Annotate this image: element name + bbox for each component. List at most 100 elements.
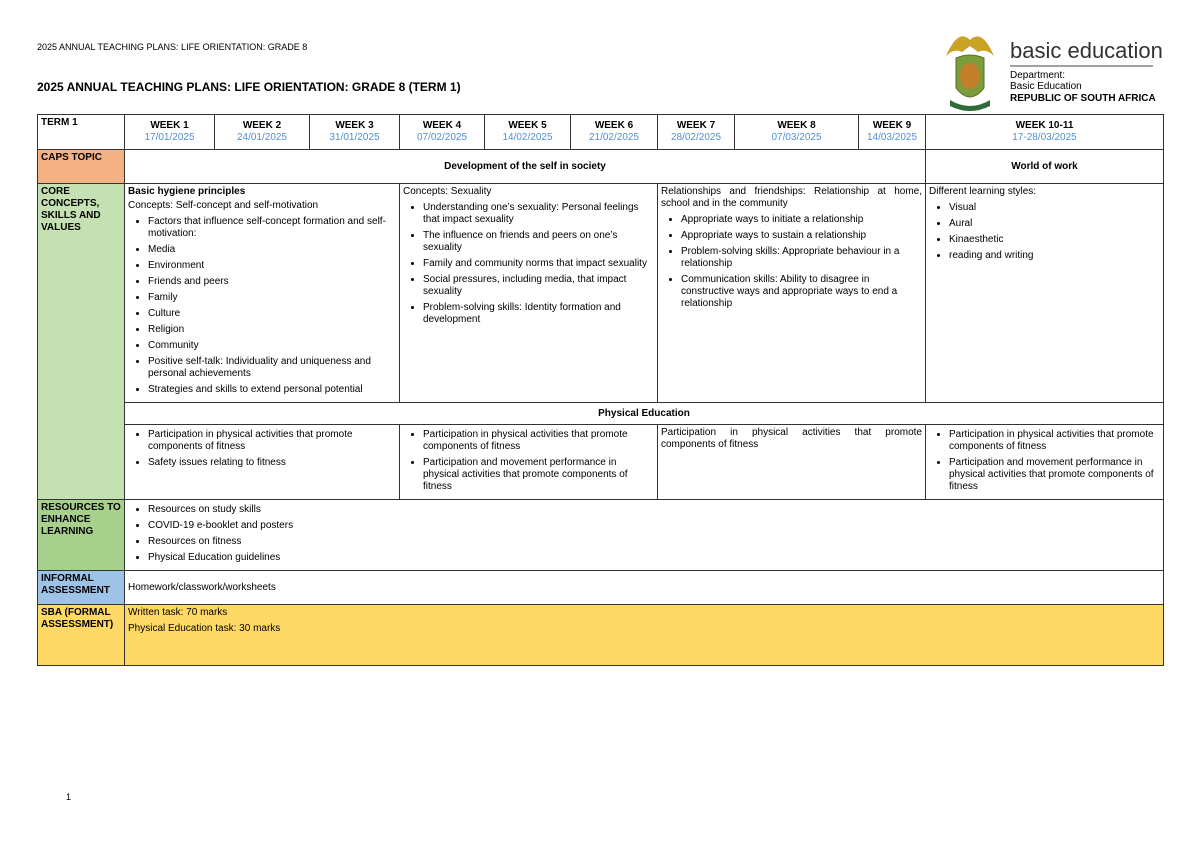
- bullet-item: Aural: [949, 218, 1160, 230]
- cell-intro: Participation in physical activities tha…: [661, 427, 922, 450]
- pe-cell: Participation in physical activities tha…: [657, 424, 926, 500]
- week-header: WEEK 3 31/01/2025: [309, 114, 400, 150]
- sba-cell: Written task: 70 marks Physical Education…: [124, 604, 1164, 666]
- cell-intro: Different learning styles:: [929, 186, 1037, 197]
- pe-cell: Participation in physical activities tha…: [399, 424, 658, 500]
- bullet-item: Communication skills: Ability to disagre…: [681, 274, 922, 310]
- bullet-item: Media: [148, 244, 396, 256]
- bullet-item: Appropriate ways to initiate a relations…: [681, 214, 922, 226]
- bullet-item: Friends and peers: [148, 276, 396, 288]
- table-row: INFORMAL ASSESSMENT Homework/classwork/wo…: [37, 570, 1164, 605]
- logo-line: REPUBLIC OF SOUTH AFRICA: [1010, 93, 1156, 104]
- bullet-item: Participation in physical activities tha…: [949, 429, 1160, 453]
- logo-line: Department:: [1010, 70, 1065, 81]
- bullet-item: Participation in physical activities tha…: [148, 429, 396, 453]
- document-title: 2025 ANNUAL TEACHING PLANS: LIFE ORIENTA…: [37, 80, 461, 94]
- bullet-item: Safety issues relating to fitness: [148, 457, 396, 469]
- week-date: 07/03/2025: [771, 132, 822, 143]
- page-number: 1: [66, 792, 72, 802]
- logo-name: basic education: [1010, 38, 1163, 63]
- table-row: Participation in physical activities tha…: [38, 424, 1164, 500]
- week-date: 24/01/2025: [236, 132, 288, 143]
- topic: World of work: [925, 149, 1164, 184]
- bullet-item: Factors that influence self-concept form…: [148, 216, 396, 240]
- week-label: WEEK 10-11: [1015, 120, 1074, 131]
- bullet-list: Appropriate ways to initiate a relations…: [661, 214, 922, 310]
- week-header: WEEK 8 07/03/2025: [734, 114, 859, 150]
- week-header: WEEK 10-11 17-28/03/2025: [925, 114, 1164, 150]
- core-cell: Concepts: Sexuality Understanding one’s s…: [399, 183, 658, 403]
- plan-table: TERM 1 WEEK 1 17/01/2025 WEEK 2 24/01/2025 WE…: [37, 114, 1164, 666]
- week-header: WEEK 2 24/01/2025: [214, 114, 310, 150]
- core-cell: Different learning styles: Visual Aural Kin…: [925, 183, 1164, 403]
- bullet-item: Appropriate ways to sustain a relationsh…: [681, 230, 922, 242]
- bullet-item: Problem-solving skills: Appropriate beha…: [681, 246, 922, 270]
- core-cell: Basic hygiene principles Concepts: Self-c…: [124, 183, 400, 403]
- table-row: TERM 1 WEEK 1 17/01/2025 WEEK 2 24/01/2025 WE…: [37, 114, 1164, 150]
- bullet-item: Family and community norms that impact s…: [423, 258, 654, 270]
- week-label: WEEK 5: [508, 120, 547, 131]
- bullet-item: Understanding one’s sexuality: Personal …: [423, 202, 654, 226]
- cell-intro: Concepts: Self-concept and self-motivati…: [128, 200, 319, 211]
- week-date: 14/02/2025: [502, 132, 553, 143]
- week-label: WEEK 3: [335, 120, 374, 131]
- bullet-item: Culture: [148, 308, 396, 320]
- week-header: WEEK 9 14/03/2025: [858, 114, 926, 150]
- bullet-list: Resources on study skills COVID-19 e-book…: [128, 504, 1160, 564]
- bullet-item: Positive self-talk: Individuality and un…: [148, 356, 396, 380]
- week-date: 07/02/2025: [416, 132, 468, 143]
- table-row: Physical Education: [38, 402, 1164, 425]
- bullet-item: Family: [148, 292, 396, 304]
- bullet-item: Social pressures, including media, that …: [423, 274, 654, 298]
- bullet-item: Community: [148, 340, 396, 352]
- bullet-item: Environment: [148, 260, 396, 272]
- bullet-list: Factors that influence self-concept form…: [128, 216, 396, 396]
- bullet-item: COVID-19 e-booklet and posters: [148, 520, 1160, 532]
- bullet-list: Understanding one’s sexuality: Personal …: [403, 202, 654, 326]
- bullet-item: Participation and movement performance i…: [949, 457, 1160, 493]
- table-row: SBA (FORMAL ASSESSMENT) Written task: 70 …: [37, 604, 1164, 666]
- term-label: TERM 1: [37, 114, 125, 150]
- bullet-item: Strategies and skills to extend personal…: [148, 384, 396, 396]
- row-label: SBA (FORMAL ASSESSMENT): [37, 604, 125, 666]
- week-date: 31/01/2025: [329, 132, 380, 143]
- logo-line: Basic Education: [1010, 81, 1082, 92]
- table-row: RESOURCES TO ENHANCE LEARNINGResources o…: [37, 499, 1164, 571]
- week-label: WEEK 2: [242, 120, 282, 131]
- bullet-item: Religion: [148, 324, 396, 336]
- week-date: 21/02/2025: [588, 132, 640, 143]
- week-label: WEEK 1: [150, 120, 189, 131]
- bullet-item: Visual: [949, 202, 1160, 214]
- bullet-list: Participation in physical activities tha…: [929, 429, 1160, 493]
- bullet-list: Participation in physical activities tha…: [128, 429, 396, 469]
- bullet-item: Resources on study skills: [148, 504, 1160, 516]
- pe-cell: Participation in physical activities tha…: [925, 424, 1164, 500]
- pe-heading: Physical Education: [124, 402, 1164, 425]
- bullet-item: Participation in physical activities tha…: [423, 429, 654, 453]
- running-title: 2025 ANNUAL TEACHING PLANS: LIFE ORIENTA…: [37, 42, 308, 52]
- bullet-list: Participation in physical activities tha…: [403, 429, 654, 493]
- week-header: WEEK 4 07/02/2025: [399, 114, 485, 150]
- week-header: WEEK 7 28/02/2025: [657, 114, 735, 150]
- week-label: WEEK 8: [777, 120, 816, 131]
- table-row: CORE CONCEPTS, SKILLS AND VALUES Basic hy…: [37, 183, 1164, 500]
- bullet-item: Kinaesthetic: [949, 234, 1160, 246]
- coat-of-arms: [946, 36, 994, 111]
- sba-line: Written task: 70 marks: [128, 607, 228, 618]
- sba-line: Physical Education task: 30 marks: [128, 623, 281, 634]
- core-cell: Relationships and friendships: Relations…: [657, 183, 926, 403]
- cell-heading: Basic hygiene principles: [128, 186, 246, 197]
- bullet-item: The influence on friends and peers on on…: [423, 230, 654, 254]
- bullet-item: Resources on fitness: [148, 536, 1160, 548]
- cell-intro: Concepts: Sexuality: [403, 186, 492, 197]
- resources-cell: Resources on study skills COVID-19 e-book…: [124, 499, 1164, 571]
- bullet-list: Visual Aural Kinaesthetic reading and writi…: [929, 202, 1160, 262]
- bullet-item: reading and writing: [949, 250, 1160, 262]
- informal-cell: Homework/classwork/worksheets: [124, 570, 1164, 605]
- week-header: WEEK 6 21/02/2025: [570, 114, 658, 150]
- week-label: WEEK 9: [872, 120, 912, 131]
- week-label: WEEK 7: [676, 120, 716, 131]
- table-row: CAPS TOPIC Development of the self in soc…: [37, 149, 1164, 184]
- topic: Development of the self in society: [124, 149, 926, 184]
